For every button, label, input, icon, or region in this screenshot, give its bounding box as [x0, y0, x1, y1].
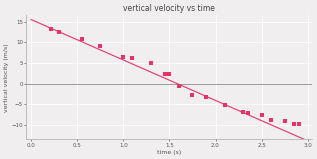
- Point: [176, 85, 181, 87]
- Y-axis label: vertical velocity (m/s): vertical velocity (m/s): [4, 43, 9, 112]
- Point: [130, 57, 135, 60]
- Point: [245, 112, 250, 114]
- Point: [282, 120, 287, 122]
- Point: [204, 96, 209, 98]
- Point: [190, 94, 195, 97]
- Point: [259, 114, 264, 116]
- Point: [98, 45, 103, 48]
- Point: [121, 56, 126, 58]
- Point: [49, 28, 54, 30]
- X-axis label: time (s): time (s): [157, 150, 182, 155]
- Point: [222, 104, 227, 107]
- Point: [241, 111, 246, 113]
- Point: [167, 73, 172, 76]
- Point: [56, 31, 61, 34]
- Point: [296, 123, 301, 125]
- Point: [268, 119, 274, 121]
- Title: vertical velocity vs time: vertical velocity vs time: [123, 4, 215, 13]
- Point: [162, 72, 167, 75]
- Point: [291, 123, 296, 126]
- Point: [148, 62, 153, 64]
- Point: [79, 38, 84, 41]
